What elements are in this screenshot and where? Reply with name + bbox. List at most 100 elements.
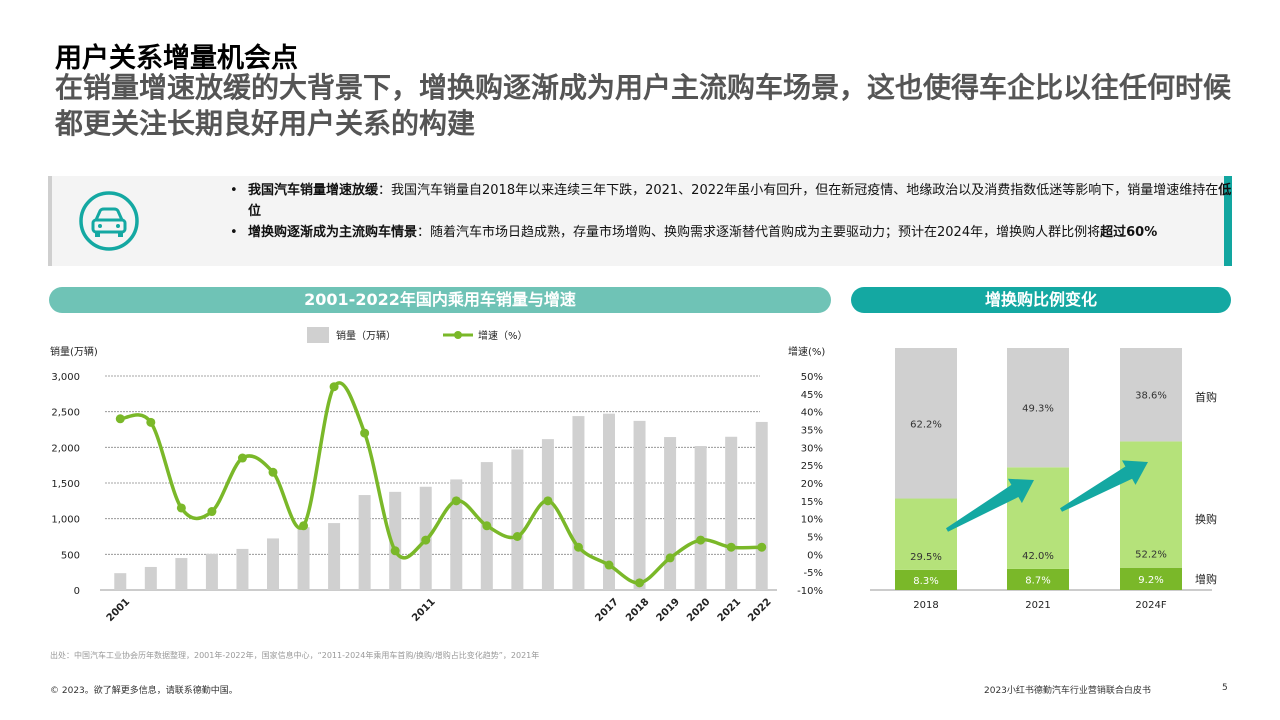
bullet-item: 我国汽车销量增速放缓：我国汽车销量自2018年以来连续三年下跌，2021、202… (228, 180, 1238, 222)
y2-tick-label: 20% (801, 479, 823, 490)
footer-copyright: © 2023。欲了解更多信息，请联系德勤中国。 (50, 686, 238, 696)
y2-tick-label: 25% (801, 461, 823, 472)
x-tick-label: 2024F (1135, 600, 1166, 611)
growth-point (329, 382, 339, 392)
growth-point (543, 496, 553, 506)
legend-label-growth: 增速（%） (478, 329, 528, 342)
sales-bar (175, 558, 188, 590)
stack-segment (1120, 441, 1182, 568)
sales-bar (664, 437, 677, 590)
y-tick-label: 0 (74, 586, 80, 597)
growth-point (146, 417, 156, 427)
growth-point (726, 542, 736, 552)
x-tick-label: 2018 (624, 596, 651, 623)
segment-label: 38.6% (1135, 391, 1167, 402)
growth-point (360, 428, 370, 438)
footer-publication: 2023小红书德勤汽车行业营销联合白皮书 (984, 686, 1151, 696)
x-tick-label: 2017 (593, 596, 620, 623)
stack-segment (1120, 567, 1182, 590)
y-tick-label: 1,500 (51, 479, 80, 490)
chart2-title: 增换购比例变化 (851, 287, 1231, 313)
growth-line (120, 381, 762, 585)
y-axis-title: 销量(万辆) (50, 345, 98, 358)
y2-tick-label: 15% (801, 497, 823, 508)
growth-point (696, 535, 706, 545)
growth-point (299, 521, 309, 531)
page-title: 用户关系增量机会点 (55, 43, 298, 74)
growth-point (268, 467, 278, 477)
y2-tick-label: 0% (807, 550, 823, 561)
sales-bar (511, 449, 524, 590)
x-tick-label: 2018 (913, 600, 938, 611)
sales-bar (603, 413, 615, 590)
y2-tick-label: 50% (801, 372, 823, 383)
legend-label-sales: 销量（万辆） (336, 329, 396, 342)
segment-label: 52.2% (1135, 550, 1167, 561)
growth-point (237, 453, 247, 463)
sales-bar (633, 420, 646, 590)
growth-point (512, 532, 522, 541)
sales-bar (267, 538, 279, 590)
x-tick-label: 2001 (105, 596, 132, 623)
y2-tick-label: 10% (801, 515, 823, 526)
segment-label: 49.3% (1022, 404, 1054, 415)
sales-bar (358, 495, 371, 590)
y2-tick-label: -10% (797, 586, 823, 597)
segment-label: 8.3% (913, 576, 938, 587)
segment-label: 42.0% (1022, 551, 1054, 562)
growth-point (482, 521, 492, 531)
x-tick-label: 2021 (1025, 600, 1050, 611)
y2-tick-label: 30% (801, 443, 823, 454)
sales-bar (450, 479, 463, 590)
trend-arrow (946, 478, 1034, 532)
stack-segment (895, 348, 957, 499)
y-tick-label: 3,000 (51, 372, 80, 383)
sales-bar (725, 436, 738, 590)
sales-bar (297, 527, 310, 590)
info-box: 我国汽车销量增速放缓：我国汽车销量自2018年以来连续三年下跌，2021、202… (48, 176, 1232, 266)
car-icon (79, 191, 139, 251)
y-tick-label: 500 (61, 550, 80, 561)
stack-segment (1007, 467, 1069, 569)
y2-tick-label: 35% (801, 426, 823, 437)
x-tick-label: 2021 (716, 596, 743, 623)
growth-point (207, 507, 217, 517)
page-subtitle: 在销量增速放缓的大背景下，增换购逐渐成为用户主流购车场景，这也使得车企比以往任何… (55, 71, 1232, 140)
sales-bar (419, 486, 432, 590)
x-tick-label: 2019 (655, 596, 682, 623)
y2-axis-title: 增速(%) (788, 345, 825, 358)
growth-point (390, 546, 400, 556)
y2-tick-label: 5% (807, 533, 823, 544)
y-tick-label: 2,000 (51, 443, 80, 454)
segment-label: 9.2% (1138, 575, 1163, 586)
sales-bar (389, 491, 402, 590)
sales-bar (328, 523, 341, 590)
y2-tick-label: 40% (801, 408, 823, 419)
stack-segment (895, 498, 957, 570)
sales-bar (755, 421, 768, 590)
y2-tick-label: 45% (801, 390, 823, 401)
series-label: 首购 (1195, 390, 1217, 404)
sales-bar (144, 566, 157, 590)
page-number: 5 (1222, 683, 1228, 693)
sales-bar (694, 446, 707, 590)
segment-label: 62.2% (910, 419, 942, 430)
stack-segment (1007, 568, 1069, 590)
x-tick-label: 2020 (685, 596, 712, 623)
bullet-item: 增换购逐渐成为主流购车情景：随着汽车市场日趋成熟，存量市场增购、换购需求逐渐替代… (228, 222, 1238, 243)
growth-point (421, 535, 431, 545)
sales-bar (572, 416, 585, 590)
stack-segment (1120, 348, 1182, 442)
sales-bar (205, 553, 218, 590)
y-tick-label: 2,500 (51, 408, 80, 419)
sales-bar (541, 439, 554, 590)
sales-bar (236, 548, 249, 590)
growth-point (176, 503, 186, 513)
sales-bar (480, 462, 493, 590)
segment-label: 8.7% (1025, 575, 1050, 586)
y-tick-label: 1,000 (51, 515, 80, 526)
y2-tick-label: -5% (804, 568, 823, 579)
growth-point (757, 542, 767, 552)
growth-point (665, 553, 675, 563)
x-tick-label: 2022 (746, 596, 773, 623)
